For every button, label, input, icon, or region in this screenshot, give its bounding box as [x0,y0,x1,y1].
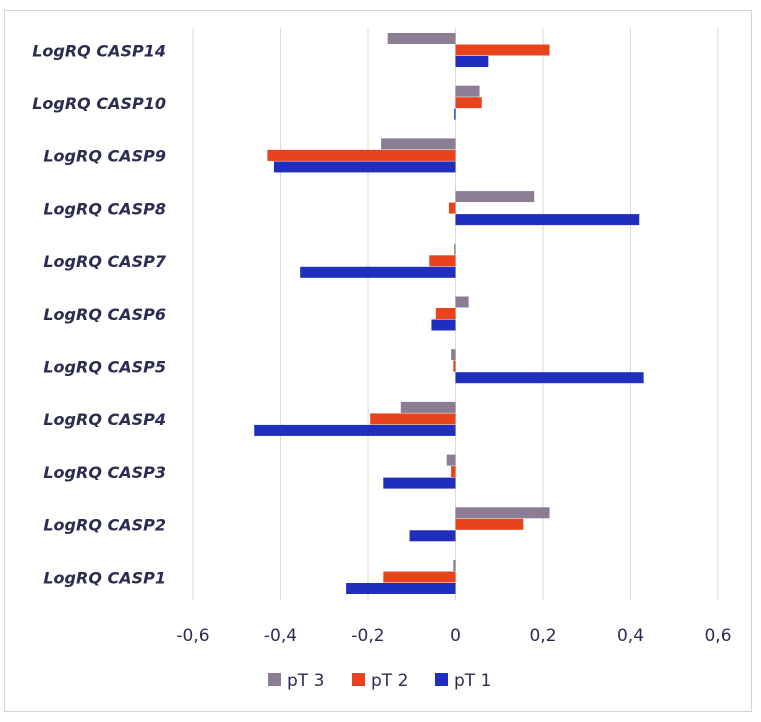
x-tick-label: -0,4 [264,626,297,646]
legend-swatch [268,673,281,686]
bar-pt-1 [431,319,456,331]
legend-swatch [435,673,448,686]
bar-pt-3 [455,191,535,203]
bar-pt-1 [454,108,456,120]
bar-pt-2 [453,360,456,372]
chart-frame [4,10,752,712]
bar-pt-2 [429,255,456,267]
x-tick-label: 0 [450,626,461,646]
legend-swatch [352,673,365,686]
category-label: LogRQ CASP6 [43,305,166,324]
category-label: LogRQ CASP5 [43,357,166,376]
bar-pt-2 [455,97,482,109]
category-label: LogRQ CASP7 [43,252,167,271]
category-label: LogRQ CASP2 [43,516,166,535]
bar-pt-3 [455,507,550,519]
bar-pt-2 [448,202,456,214]
bar-pt-2 [455,518,524,530]
x-tick-label: -0,6 [176,626,209,646]
bar-pt-1 [409,530,456,542]
category-label: LogRQ CASP3 [43,463,166,482]
bar-pt-2 [435,308,456,319]
bar-pt-3 [455,85,480,97]
x-tick-label: 0,6 [704,626,731,646]
bar-pt-1 [346,583,456,594]
bar-pt-3 [455,296,469,308]
x-tick-label: 0,2 [529,626,556,646]
category-label: LogRQ CASP9 [43,147,166,166]
bar-pt-1 [455,56,489,67]
bar-pt-1 [300,266,456,278]
bar-pt-2 [370,413,456,425]
category-label: LogRQ CASP8 [43,199,166,218]
bar-pt-2 [267,149,456,161]
bar-pt-3 [451,349,456,361]
bar-pt-2 [455,44,550,56]
bar-pt-3 [453,560,456,571]
category-label: LogRQ CASP10 [32,94,166,113]
legend-label: pT 1 [454,671,491,691]
bar-pt-1 [273,161,456,173]
x-tick-label: 0,4 [617,626,644,646]
bar-pt-3 [381,138,456,150]
category-label: LogRQ CASP4 [43,410,166,429]
bar-pt-3 [454,243,456,255]
category-label: LogRQ CASP14 [32,41,166,60]
bar-pt-1 [455,372,644,384]
category-label: LogRQ CASP1 [43,568,166,587]
x-tick-label: -0,2 [351,626,384,646]
bar-pt-2 [383,571,456,583]
legend-label: pT 2 [371,671,408,691]
bar-pt-3 [387,33,456,44]
legend-label: pT 3 [287,671,324,691]
bar-pt-2 [451,466,456,478]
bar-pt-3 [446,454,456,466]
bar-pt-1 [455,214,640,226]
bar-pt-1 [254,424,456,436]
bar-pt-1 [383,477,456,489]
bar-pt-3 [400,401,456,413]
